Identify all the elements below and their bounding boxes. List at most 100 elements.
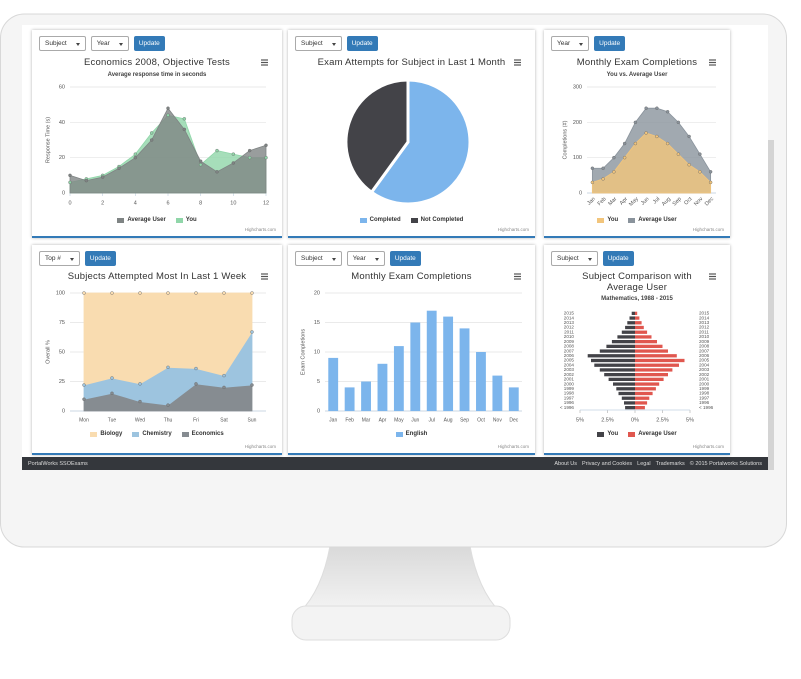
legend-item[interactable]: Average User xyxy=(628,217,677,223)
select-dropdown[interactable]: Year xyxy=(551,36,590,51)
x-tick-label: Feb xyxy=(345,417,354,423)
menu-icon[interactable] xyxy=(514,59,521,66)
point-marker xyxy=(708,170,713,174)
chart: Highcharts.com 0 20 40 60 Response Time (s) 0 2… xyxy=(45,59,276,232)
footer-copyright: © 2015 Portalworks Solutions xyxy=(689,460,762,467)
select-dropdown[interactable]: Subject xyxy=(295,251,342,266)
select-dropdown[interactable]: Year xyxy=(90,36,129,51)
update-button[interactable]: Update xyxy=(389,251,421,266)
footer-link[interactable]: Trademarks xyxy=(655,460,685,467)
point-marker xyxy=(655,106,659,110)
bar xyxy=(631,311,635,316)
select-dropdown[interactable]: Subject xyxy=(551,251,598,266)
point-marker xyxy=(698,170,702,174)
bar xyxy=(377,363,388,411)
point-marker xyxy=(149,131,154,135)
legend-item[interactable]: Completed xyxy=(359,217,401,223)
y-category-label: 2003 xyxy=(564,367,575,372)
bar xyxy=(393,346,404,411)
menu-icon[interactable] xyxy=(709,59,716,66)
legend: You Average User xyxy=(544,217,730,223)
update-button[interactable]: Update xyxy=(594,36,626,51)
menu-icon[interactable] xyxy=(709,273,716,280)
legend-item[interactable]: You xyxy=(597,217,618,223)
legend-item[interactable]: Economics xyxy=(181,431,224,437)
update-button[interactable]: Update xyxy=(602,251,634,266)
point-marker xyxy=(665,110,670,114)
y-category-label: 2008 xyxy=(564,344,575,349)
select-dropdown[interactable]: Subject xyxy=(295,36,342,51)
bar xyxy=(616,387,635,391)
footer-link[interactable]: Privacy and Cookies xyxy=(582,460,633,467)
point-marker xyxy=(82,291,86,295)
bar xyxy=(635,325,644,330)
select-dropdown[interactable]: Subject xyxy=(39,36,86,51)
x-tick-label: 4 xyxy=(134,200,137,206)
x-tick-label: 12 xyxy=(263,200,269,206)
legend-item[interactable]: Biology xyxy=(90,431,122,437)
bar xyxy=(426,310,437,411)
x-tick-label: Dec xyxy=(704,196,715,207)
bar xyxy=(492,375,503,411)
bar xyxy=(635,377,664,382)
y-tick-label: 50 xyxy=(59,349,65,355)
bar xyxy=(635,391,653,396)
footer-link[interactable]: About Us xyxy=(554,460,578,467)
bar xyxy=(618,391,635,396)
update-button[interactable]: Update xyxy=(133,36,165,51)
menu-icon[interactable] xyxy=(514,273,521,280)
legend-label: Biology xyxy=(100,431,123,437)
legend-item[interactable]: Average User xyxy=(117,217,166,223)
x-tick-label: Feb xyxy=(597,196,608,207)
bar xyxy=(587,354,635,358)
bar xyxy=(635,358,685,363)
chart: Highcharts.com 0 100 200 300 Completions (#) J… xyxy=(562,59,724,232)
menu-icon[interactable] xyxy=(261,273,268,280)
x-tick-label: 5% xyxy=(686,417,694,423)
y-category-label-right: 2015 xyxy=(699,311,710,316)
point-marker xyxy=(247,148,252,153)
monitor-base xyxy=(291,605,511,641)
legend-item[interactable]: You xyxy=(175,217,197,223)
legend-item[interactable]: Average User xyxy=(628,431,677,437)
bar xyxy=(635,354,677,358)
x-tick-label: Oct xyxy=(683,196,694,207)
bar xyxy=(635,363,679,367)
legend-item[interactable]: English xyxy=(395,431,427,437)
legend-item[interactable]: Chemistry xyxy=(132,431,172,437)
point-marker xyxy=(138,399,142,404)
point-marker xyxy=(198,159,203,163)
update-button[interactable]: Update xyxy=(84,251,116,266)
point-marker xyxy=(247,155,252,160)
credits: Highcharts.com xyxy=(498,444,530,449)
y-tick-label: 0 xyxy=(62,408,65,414)
y-tick-label: 5 xyxy=(317,379,320,385)
bar xyxy=(635,368,673,372)
x-tick-label: Jun xyxy=(411,417,419,423)
y-category-label: 2012 xyxy=(564,325,575,330)
y-category-label: 2005 xyxy=(564,358,575,363)
footer-brand: PortalWorks SSOExams xyxy=(28,460,88,467)
update-button[interactable]: Update xyxy=(346,36,378,51)
panel: Highcharts.com 5% 2.5% 0% 2.5% 5% 2015 2015 2014… xyxy=(544,245,730,455)
y-tick-label: 100 xyxy=(56,290,65,296)
legend-item[interactable]: You xyxy=(597,431,618,437)
bar xyxy=(635,311,638,316)
y-tick-label: 100 xyxy=(573,155,582,161)
y-category-label-right: 2003 xyxy=(699,367,710,372)
menu-icon[interactable] xyxy=(261,59,268,66)
y-axis-title: Response Time (s) xyxy=(45,117,51,163)
y-category-label-right: 2005 xyxy=(699,358,710,363)
select-dropdown[interactable]: Year xyxy=(346,251,385,266)
chart: Highcharts.com 0 5 10 15 20 Exam Completions Ja… xyxy=(300,273,530,449)
x-tick-label: Sun xyxy=(248,417,257,423)
y-category-label-right: 1996 xyxy=(699,400,710,405)
panel: Highcharts.com 0 5 10 15 20 Exam Completions Ja… xyxy=(288,245,535,455)
y-tick-label: 10 xyxy=(314,349,320,355)
select-dropdown[interactable]: Top # xyxy=(39,251,80,266)
x-tick-label: Nov xyxy=(693,196,704,207)
x-tick-label: Sat xyxy=(220,417,228,423)
legend-item[interactable]: Not Completed xyxy=(410,217,463,223)
footer-link[interactable]: Legal xyxy=(637,460,651,467)
point-marker xyxy=(110,391,114,396)
